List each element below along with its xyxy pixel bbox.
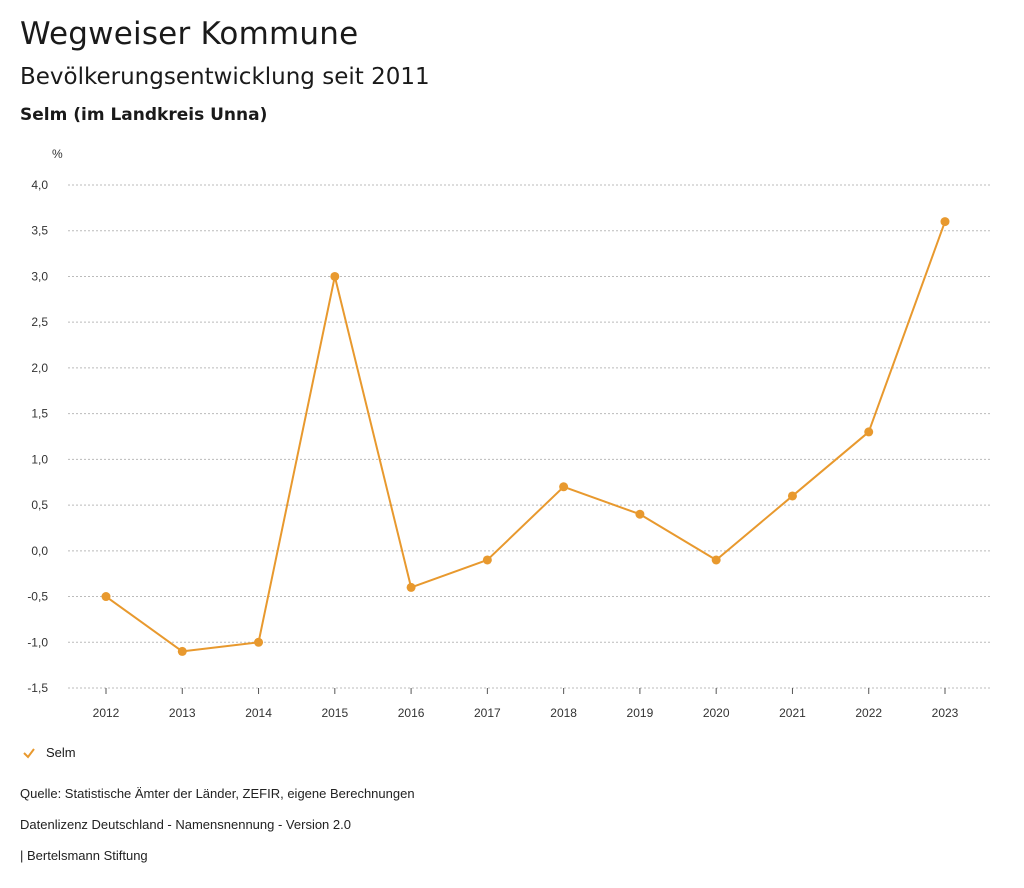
x-tick-label: 2021 xyxy=(779,706,806,720)
chart-subtitle: Bevölkerungsentwicklung seit 2011 xyxy=(20,64,430,90)
data-point xyxy=(101,592,111,602)
data-point xyxy=(177,646,187,656)
x-tick-label: 2017 xyxy=(474,706,501,720)
y-tick-label: 0,0 xyxy=(31,544,48,558)
data-point xyxy=(330,271,340,281)
data-point xyxy=(864,427,874,437)
x-tick-label: 2022 xyxy=(855,706,882,720)
y-tick-label: 1,5 xyxy=(31,407,48,421)
page-title: Wegweiser Kommune xyxy=(20,16,359,52)
data-point xyxy=(254,637,264,647)
y-tick-label: 0,5 xyxy=(31,498,48,512)
x-tick-label: 2016 xyxy=(398,706,425,720)
data-point xyxy=(482,555,492,565)
y-tick-label: 3,0 xyxy=(31,269,48,283)
line-chart: % 4,0 3,5 3,0 2,5 2,0 1,5 1,0 0,5 0,0 -0,5 -1,0 -1,5… xyxy=(27,147,990,720)
legend-label: Selm xyxy=(46,745,76,760)
license-note: Datenlizenz Deutschland - Namensnennung … xyxy=(20,817,351,832)
y-tick-label: 1,0 xyxy=(31,452,48,466)
y-tick-label: 2,5 xyxy=(31,315,48,329)
source-note: Quelle: Statistische Ämter der Länder, Z… xyxy=(20,786,415,801)
data-point xyxy=(940,217,950,227)
x-tick-label: 2015 xyxy=(321,706,348,720)
data-point xyxy=(787,491,797,501)
data-point xyxy=(635,509,645,519)
x-tick-label: 2012 xyxy=(93,706,120,720)
y-tick-label: -1,5 xyxy=(27,681,48,695)
data-point xyxy=(711,555,721,565)
brand-note: | Bertelsmann Stiftung xyxy=(20,848,148,863)
x-tick-label: 2014 xyxy=(245,706,272,720)
series-line-selm xyxy=(105,221,946,653)
data-point xyxy=(406,582,416,592)
check-icon xyxy=(23,747,35,759)
y-tick-label: -0,5 xyxy=(27,590,48,604)
y-tick-label: -1,0 xyxy=(27,635,48,649)
x-tick-label: 2023 xyxy=(932,706,959,720)
x-tick-label: 2013 xyxy=(169,706,196,720)
y-tick-label: 4,0 xyxy=(31,178,48,192)
y-axis-unit: % xyxy=(52,147,63,161)
x-tick-label: 2020 xyxy=(703,706,730,720)
data-point xyxy=(559,482,569,492)
x-tick-label: 2018 xyxy=(550,706,577,720)
x-tick-label: 2019 xyxy=(627,706,654,720)
legend-item-selm[interactable]: Selm xyxy=(22,745,76,760)
region-label: Selm (im Landkreis Unna) xyxy=(20,105,268,125)
y-tick-label: 3,5 xyxy=(31,224,48,238)
y-tick-label: 2,0 xyxy=(31,361,48,375)
